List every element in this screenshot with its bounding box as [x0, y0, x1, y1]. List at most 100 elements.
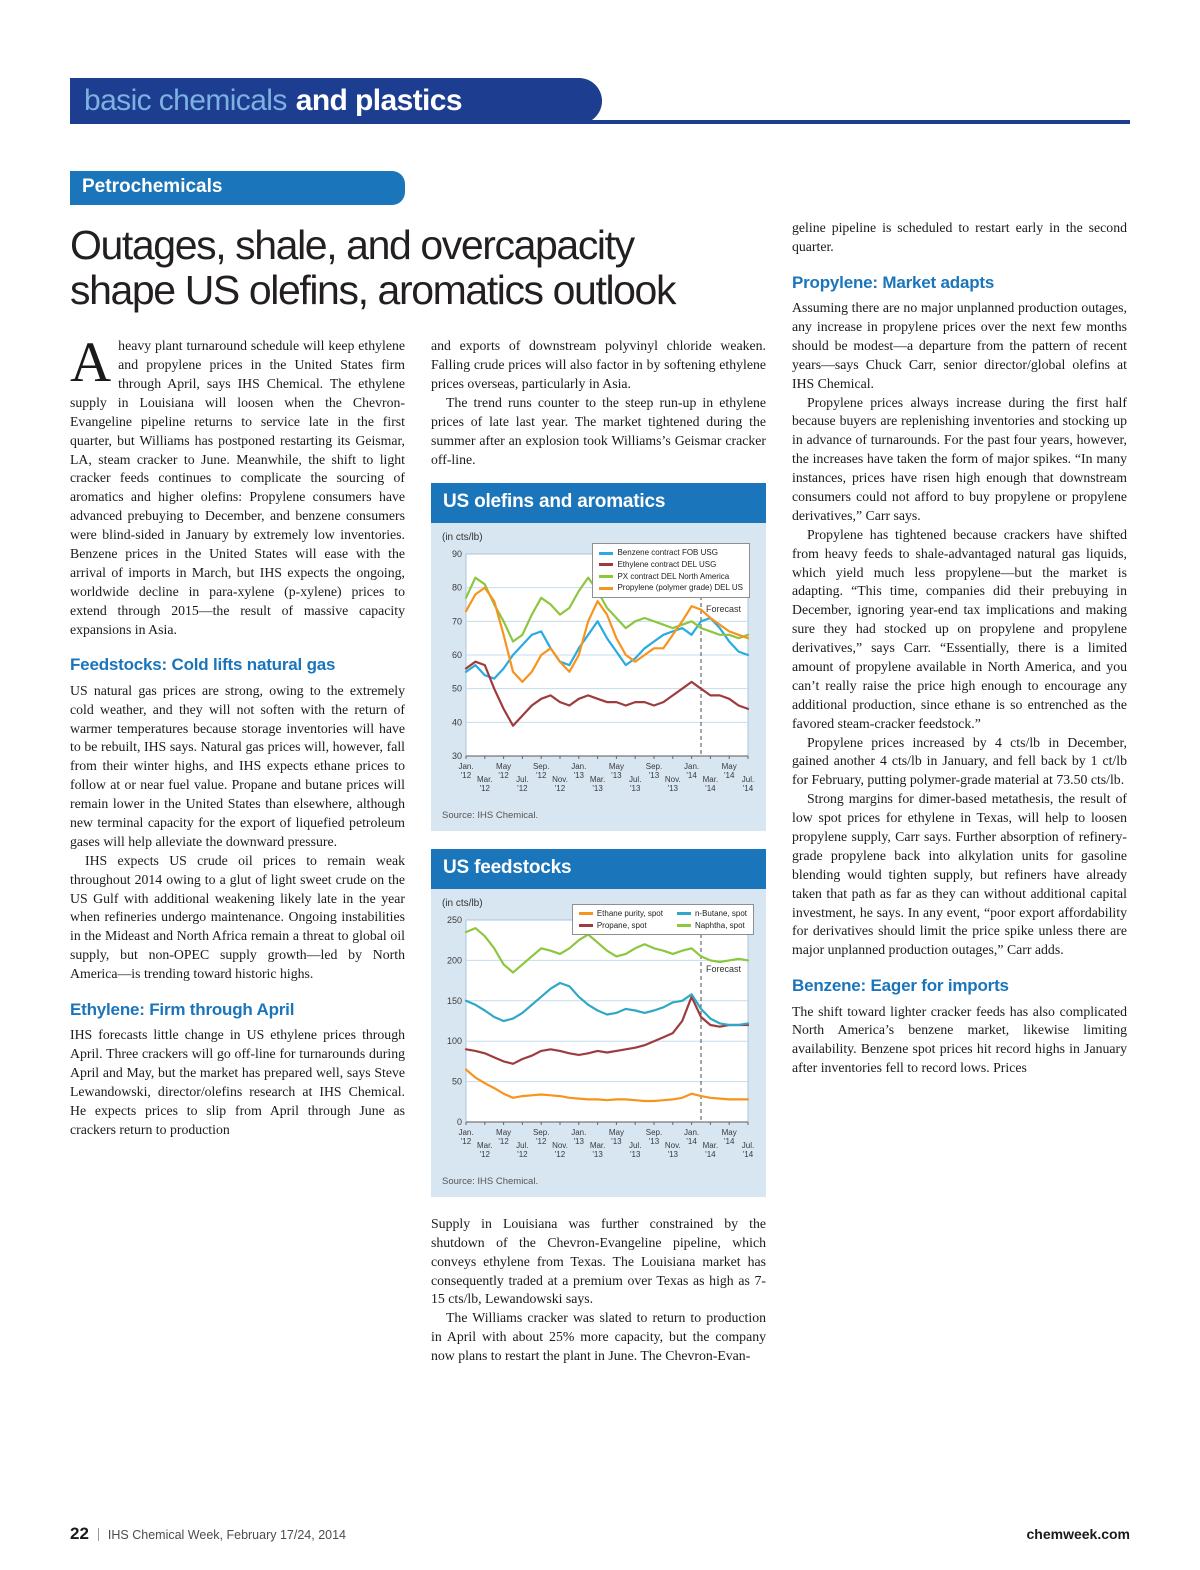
legend-swatch	[676, 912, 691, 916]
svg-text:Jan.: Jan.	[571, 762, 586, 771]
svg-text:60: 60	[452, 650, 462, 660]
svg-text:80: 80	[452, 583, 462, 593]
paragraph: Propylene prices always increase during …	[792, 394, 1127, 523]
article-content: Outages, shale, and overcapacity shape US…	[70, 219, 1130, 1366]
svg-text:'12: '12	[498, 1137, 509, 1146]
svg-text:Jan.: Jan.	[684, 1128, 699, 1137]
svg-text:100: 100	[447, 1036, 462, 1046]
legend-swatch	[578, 924, 593, 928]
svg-text:200: 200	[447, 955, 462, 965]
svg-text:'12: '12	[536, 1137, 547, 1146]
svg-text:Jan.: Jan.	[684, 762, 699, 771]
paragraph: and exports of downstream polyvinyl chlo…	[431, 338, 766, 391]
footer-divider	[97, 1527, 99, 1541]
page-footer: 22 IHS Chemical Week, February 17/24, 20…	[70, 1524, 1130, 1544]
legend-item: PX contract DEL North America	[599, 571, 743, 583]
svg-text:'12: '12	[461, 771, 472, 780]
legend-item: Benzene contract FOB USG	[599, 547, 743, 559]
legend-label: Propylene (polymer grade) DEL US	[617, 583, 743, 593]
masthead-bold-text: and plastics	[295, 84, 463, 117]
footer-left: 22 IHS Chemical Week, February 17/24, 20…	[70, 1524, 346, 1544]
column-3: geline pipeline is scheduled to restart …	[792, 219, 1127, 1366]
svg-text:Nov.: Nov.	[552, 1141, 568, 1150]
svg-text:Jan.: Jan.	[571, 1128, 586, 1137]
svg-text:May: May	[496, 762, 511, 771]
svg-text:'13: '13	[611, 771, 622, 780]
svg-text:Nov.: Nov.	[665, 775, 681, 784]
chart-legend: Ethane purity, spot Propane, spot n-Butane…	[571, 904, 754, 936]
headline-line2: shape US olefins, aromatics outlook	[70, 267, 676, 314]
svg-text:'12: '12	[480, 784, 491, 793]
svg-text:Forecast: Forecast	[706, 604, 742, 614]
svg-text:Jul.: Jul.	[516, 775, 528, 784]
paragraph: Assuming there are no major unplanned pr…	[792, 300, 1127, 391]
legend-swatch	[599, 574, 614, 578]
headline-line1: Outages, shale, and overcapacity	[70, 222, 635, 268]
svg-text:Sep.: Sep.	[533, 762, 549, 771]
page-number: 22	[70, 1524, 89, 1543]
paragraph: The shift toward lighter cracker feeds h…	[792, 1003, 1127, 1076]
svg-text:'13: '13	[630, 784, 641, 793]
masthead-light-text: basic chemicals	[84, 84, 287, 117]
svg-text:'14: '14	[686, 1137, 697, 1146]
svg-text:May: May	[722, 1128, 737, 1137]
paragraph: The Williams cracker was slated to retur…	[431, 1310, 766, 1364]
site-url[interactable]: chemweek.com	[1026, 1526, 1131, 1542]
svg-text:40: 40	[452, 717, 462, 727]
chart-source: Source: IHS Chemical.	[442, 1175, 539, 1187]
legend-item: Propane, spot	[578, 920, 663, 932]
svg-text:'13: '13	[649, 1137, 660, 1146]
paragraph: IHS forecasts little change in US ethyle…	[70, 1027, 405, 1137]
svg-text:Jan.: Jan.	[458, 762, 473, 771]
svg-text:'12: '12	[517, 784, 528, 793]
svg-text:'12: '12	[536, 771, 547, 780]
svg-text:'13: '13	[611, 1137, 622, 1146]
olefins-aromatics-chart: US olefins and aromatics (in cts/lb) 30 4…	[431, 483, 766, 832]
svg-text:Sep.: Sep.	[533, 1128, 549, 1137]
drop-cap: A	[70, 331, 112, 395]
paragraph: Strong margins for dimer-based metathesi…	[792, 791, 1127, 958]
svg-text:'13: '13	[574, 771, 585, 780]
legend-label: n-Butane, spot	[694, 909, 747, 919]
svg-text:Mar.: Mar.	[590, 1141, 606, 1150]
subhead-benzene: Benzene: Eager for imports	[792, 976, 1009, 996]
legend-label: Benzene contract FOB USG	[617, 548, 718, 558]
svg-text:70: 70	[452, 616, 462, 626]
svg-text:'12: '12	[498, 771, 509, 780]
legend-swatch	[578, 912, 593, 916]
chart-unit-label: (in cts/lb)	[442, 532, 483, 544]
svg-text:Forecast: Forecast	[706, 964, 742, 974]
svg-text:'13: '13	[592, 784, 603, 793]
legend-item: Naphtha, spot	[676, 920, 747, 932]
svg-text:Nov.: Nov.	[665, 1141, 681, 1150]
kicker-petrochemicals: Petrochemicals	[70, 171, 405, 205]
legend-label: PX contract DEL North America	[617, 571, 730, 581]
legend-swatch	[599, 563, 614, 567]
legend-swatch	[599, 551, 614, 555]
svg-text:150: 150	[447, 996, 462, 1006]
chart-source: Source: IHS Chemical.	[442, 810, 539, 822]
svg-text:May: May	[496, 1128, 511, 1137]
paragraph: The trend runs counter to the steep run-…	[431, 394, 766, 467]
svg-text:250: 250	[447, 915, 462, 925]
svg-text:Jul.: Jul.	[742, 775, 754, 784]
svg-text:50: 50	[452, 1076, 462, 1086]
paragraph: Propylene prices increased by 4 cts/lb i…	[792, 734, 1127, 788]
svg-text:Mar.: Mar.	[703, 775, 719, 784]
masthead-bar: basic chemicals and plastics	[70, 78, 602, 124]
svg-text:'12: '12	[555, 784, 566, 793]
svg-text:'14: '14	[743, 1150, 754, 1159]
legend-label: Propane, spot	[596, 920, 647, 930]
legend-label: Ethylene contract DEL USG	[617, 560, 717, 570]
subhead-ethylene: Ethylene: Firm through April	[70, 999, 295, 1019]
legend-item: Propylene (polymer grade) DEL US	[599, 582, 743, 594]
legend-item: Ethane purity, spot	[578, 908, 663, 920]
svg-text:'14: '14	[743, 784, 754, 793]
svg-text:Mar.: Mar.	[477, 1141, 493, 1150]
masthead-rule	[70, 120, 1130, 124]
svg-text:'13: '13	[630, 1150, 641, 1159]
legend-label: Naphtha, spot	[694, 920, 745, 930]
svg-text:'12: '12	[517, 1150, 528, 1159]
